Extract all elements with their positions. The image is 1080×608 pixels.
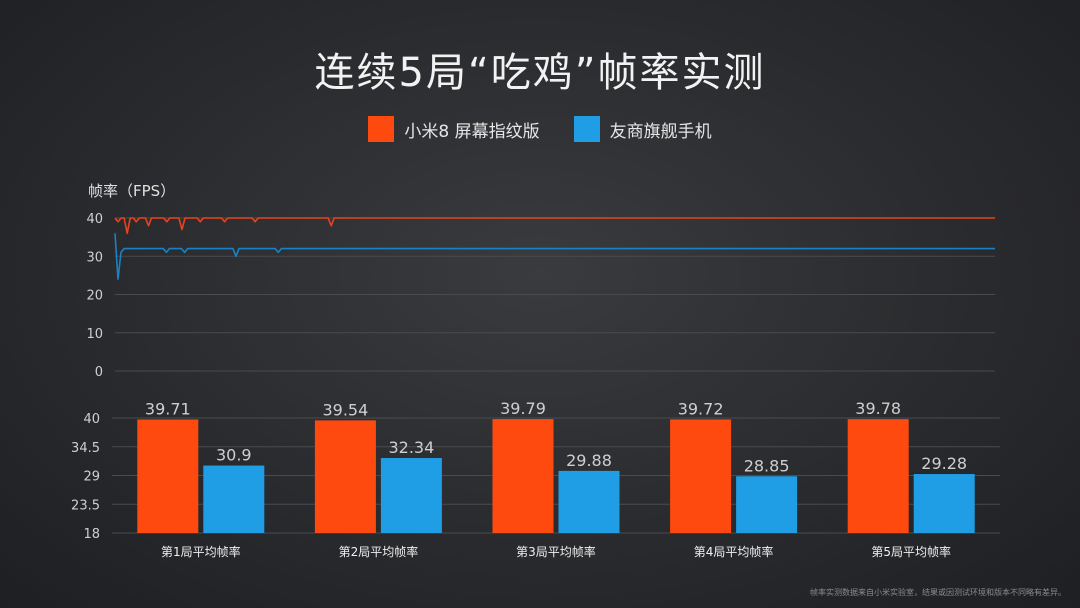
bar-xiaomi-3 xyxy=(492,419,554,533)
bar-value-label-xiaomi-3: 39.79 xyxy=(500,399,546,418)
bar-value-label-rival-4: 28.85 xyxy=(744,456,790,475)
bar-value-label-rival-1: 30.9 xyxy=(216,446,252,465)
bar-category-label-4: 第4局平均帧率 xyxy=(694,544,774,559)
line-series-xiaomi xyxy=(114,217,995,235)
bar-xiaomi-4 xyxy=(670,419,732,533)
bar-rival-4 xyxy=(736,476,798,533)
bar-category-label-3: 第3局平均帧率 xyxy=(516,544,596,559)
legend-label-xiaomi: 小米8 屏幕指纹版 xyxy=(404,121,540,142)
line-ytick-40: 40 xyxy=(86,212,103,227)
bar-category-label-1: 第1局平均帧率 xyxy=(161,544,241,559)
bar-rival-2 xyxy=(380,458,442,533)
line-series-rival xyxy=(114,233,995,281)
bar-value-label-xiaomi-2: 39.54 xyxy=(322,400,368,419)
bar-rival-5 xyxy=(913,474,975,533)
bar-category-label-2: 第2局平均帧率 xyxy=(339,544,419,559)
bar-value-label-xiaomi-5: 39.78 xyxy=(855,399,901,418)
line-ytick-30: 30 xyxy=(86,250,103,265)
bar-ytick-40: 40 xyxy=(83,412,100,427)
line-ytick-10: 10 xyxy=(86,327,103,342)
bar-value-label-rival-2: 32.34 xyxy=(388,438,434,457)
page-title: 连续5局“吃鸡”帧率实测 xyxy=(314,50,766,96)
line-ytick-0: 0 xyxy=(95,365,103,380)
bar-rival-1 xyxy=(203,465,265,533)
bar-ytick-18: 18 xyxy=(83,527,100,542)
bar-xiaomi-2 xyxy=(314,420,376,533)
legend-item-rival: 友商旗舰手机 xyxy=(573,116,712,142)
bar-ytick-29: 29 xyxy=(83,470,100,485)
bar-xiaomi-5 xyxy=(847,419,909,533)
bar-ytick-34.5: 34.5 xyxy=(71,441,100,456)
bar-value-label-rival-5: 29.28 xyxy=(921,454,967,473)
footnote: 帧率实测数据来自小米实验室，结果或因测试环境和版本不同略有差异。 xyxy=(810,588,1066,597)
legend-swatch-xiaomi xyxy=(368,116,395,142)
bar-value-label-xiaomi-1: 39.71 xyxy=(145,400,191,419)
line-ytick-20: 20 xyxy=(86,289,103,304)
legend-item-xiaomi: 小米8 屏幕指纹版 xyxy=(368,116,540,142)
bar-xiaomi-1 xyxy=(137,419,199,533)
fps-axis-label: 帧率（FPS） xyxy=(88,182,176,200)
bar-rival-3 xyxy=(558,470,620,533)
legend-label-rival: 友商旗舰手机 xyxy=(609,121,712,142)
legend-swatch-rival xyxy=(573,116,600,142)
bar-value-label-rival-3: 29.88 xyxy=(566,451,612,470)
bar-ytick-23.5: 23.5 xyxy=(71,498,100,513)
bar-value-label-xiaomi-4: 39.72 xyxy=(678,399,724,418)
chart-legend: 小米8 屏幕指纹版 友商旗舰手机 xyxy=(0,116,1080,142)
bar-category-label-5: 第5局平均帧率 xyxy=(871,544,951,559)
